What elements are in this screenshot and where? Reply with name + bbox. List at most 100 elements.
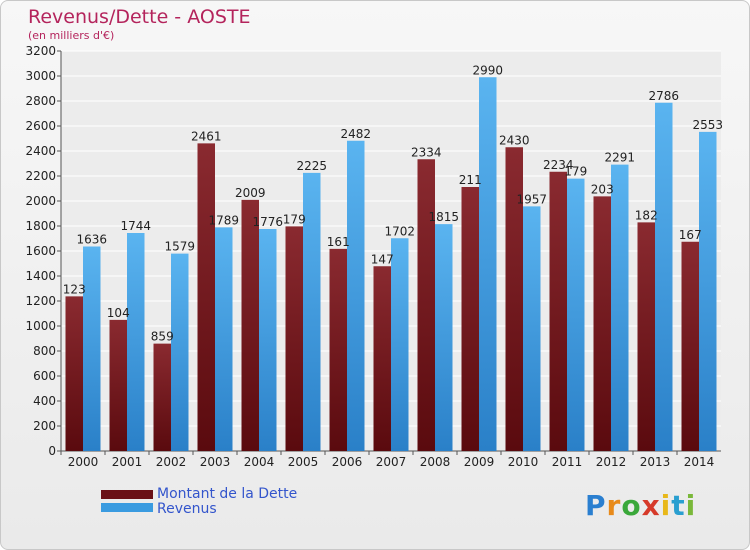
bar-revenus <box>479 77 497 451</box>
bar-dette <box>417 159 435 451</box>
bar-dette <box>109 319 127 451</box>
chart-subtitle: (en milliers d'€) <box>28 29 115 42</box>
bar-revenus <box>567 178 585 451</box>
bar-revenus <box>523 206 541 451</box>
y-tick-label: 2000 <box>25 194 56 208</box>
bar-dette <box>681 241 699 451</box>
data-label-dette: 123 <box>63 282 86 296</box>
bar-revenus <box>83 246 101 451</box>
data-label-revenus: 2990 <box>472 63 503 77</box>
data-label-dette: 2430 <box>499 133 530 147</box>
legend-swatch-revenus <box>101 503 153 512</box>
data-label-revenus: 1636 <box>76 233 107 247</box>
bar-dette <box>285 226 303 451</box>
data-label-dette: 859 <box>151 330 174 344</box>
y-tick-label: 1800 <box>25 219 56 233</box>
y-tick-label: 2800 <box>25 94 56 108</box>
x-tick-label: 2010 <box>508 455 539 469</box>
y-tick-label: 600 <box>33 369 56 383</box>
x-tick-label: 2014 <box>684 455 715 469</box>
data-label-dette: 2009 <box>235 186 266 200</box>
legend-label-dette: Montant de la Dette <box>157 486 298 502</box>
data-label-revenus: 1744 <box>120 219 151 233</box>
x-tick-label: 2012 <box>596 455 627 469</box>
x-tick-label: 2004 <box>244 455 275 469</box>
bar-dette <box>329 248 347 451</box>
x-tick-label: 2003 <box>200 455 231 469</box>
y-tick-label: 2400 <box>25 144 56 158</box>
x-tick-label: 2009 <box>464 455 495 469</box>
data-label-revenus: 2225 <box>296 159 327 173</box>
bar-dette <box>461 187 479 451</box>
bar-revenus <box>259 229 277 451</box>
data-label-revenus: 2482 <box>340 127 371 141</box>
bar-dette <box>505 147 523 451</box>
data-label-dette: 203 <box>591 182 614 196</box>
legend-swatch-dette <box>101 490 153 499</box>
data-label-dette: 2461 <box>191 129 222 143</box>
bar-dette <box>241 199 259 451</box>
x-tick-label: 2005 <box>288 455 319 469</box>
data-label-revenus: 2786 <box>648 89 679 103</box>
bar-revenus <box>435 224 453 451</box>
y-tick-label: 800 <box>33 344 56 358</box>
data-label-revenus: 1815 <box>428 210 459 224</box>
legend-label-revenus: Revenus <box>157 501 217 517</box>
y-tick-label: 2200 <box>25 169 56 183</box>
bar-revenus <box>655 102 673 451</box>
bar-revenus <box>127 233 145 451</box>
data-label-revenus: 2553 <box>692 118 723 132</box>
data-label-dette: 161 <box>327 235 350 249</box>
y-tick-label: 400 <box>33 394 56 408</box>
bar-revenus <box>391 238 409 451</box>
x-tick-label: 2013 <box>640 455 671 469</box>
bar-dette <box>593 196 611 451</box>
data-label-dette: 2234 <box>543 158 574 172</box>
y-tick-label: 0 <box>48 444 56 458</box>
data-label-dette: 182 <box>635 208 658 222</box>
bar-revenus <box>699 131 717 451</box>
x-tick-label: 2002 <box>156 455 187 469</box>
data-label-dette: 104 <box>107 306 130 320</box>
y-tick-label: 3200 <box>25 44 56 58</box>
y-tick-label: 2600 <box>25 119 56 133</box>
y-tick-label: 200 <box>33 419 56 433</box>
data-label-revenus: 1702 <box>384 224 415 238</box>
bar-revenus <box>347 140 365 451</box>
x-tick-label: 2000 <box>68 455 99 469</box>
data-label-revenus: 1776 <box>252 215 283 229</box>
bar-dette <box>373 266 391 451</box>
proxiti-logo: Proxiti <box>585 489 697 522</box>
data-label-dette: 147 <box>371 252 394 266</box>
bar-dette <box>549 171 567 451</box>
bar-dette <box>153 343 171 451</box>
y-tick-label: 1400 <box>25 269 56 283</box>
data-label-dette: 167 <box>679 228 702 242</box>
data-label-revenus: 2291 <box>604 151 635 165</box>
x-tick-label: 2011 <box>552 455 583 469</box>
bar-revenus <box>303 172 321 451</box>
y-tick-label: 1200 <box>25 294 56 308</box>
data-label-revenus: 1957 <box>516 192 547 206</box>
y-tick-label: 1600 <box>25 244 56 258</box>
data-label-revenus: 1789 <box>208 213 239 227</box>
bar-revenus <box>215 227 233 451</box>
data-label-revenus: 179 <box>564 165 587 179</box>
bar-revenus <box>611 164 629 451</box>
data-label-dette: 211 <box>459 173 482 187</box>
data-label-dette: 179 <box>283 212 306 226</box>
y-tick-label: 1000 <box>25 319 56 333</box>
x-tick-label: 2007 <box>376 455 407 469</box>
bar-revenus <box>171 253 189 451</box>
y-tick-label: 3000 <box>25 69 56 83</box>
bar-dette <box>637 222 655 451</box>
data-label-revenus: 1579 <box>164 240 195 254</box>
x-tick-label: 2008 <box>420 455 451 469</box>
data-label-dette: 2334 <box>411 145 442 159</box>
bar-dette <box>197 143 215 451</box>
x-tick-label: 2001 <box>112 455 143 469</box>
bar-dette <box>65 296 83 451</box>
chart-title: Revenus/Dette - AOSTE <box>28 6 251 28</box>
